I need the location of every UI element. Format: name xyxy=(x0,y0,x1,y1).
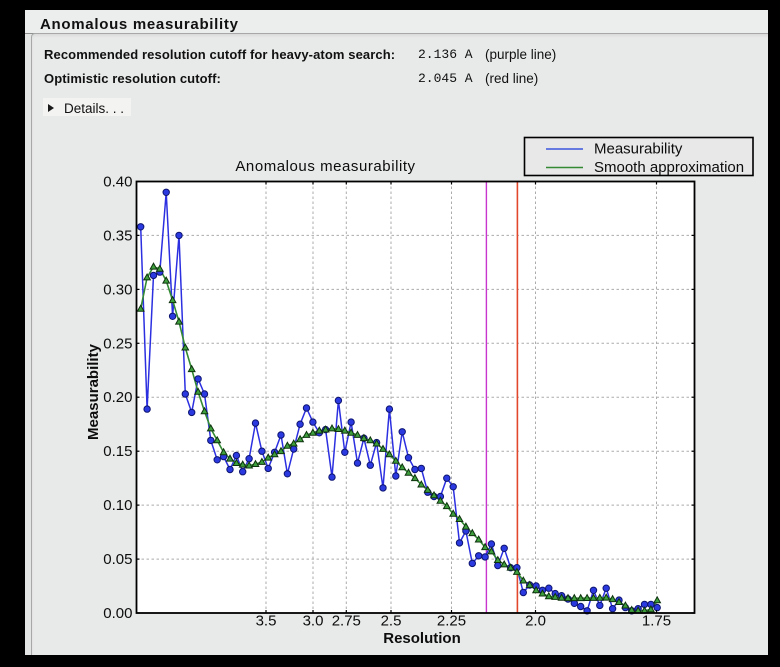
svg-text:3.0: 3.0 xyxy=(303,613,324,630)
svg-text:0.00: 0.00 xyxy=(103,605,132,622)
svg-text:0.30: 0.30 xyxy=(103,281,132,298)
svg-text:2.5: 2.5 xyxy=(381,613,402,630)
svg-text:Smooth approximation: Smooth approximation xyxy=(594,159,744,176)
svg-text:0.10: 0.10 xyxy=(103,497,132,514)
svg-text:2.0: 2.0 xyxy=(525,613,546,630)
svg-text:2.75: 2.75 xyxy=(332,613,361,630)
svg-text:1.75: 1.75 xyxy=(642,613,671,630)
svg-text:0.20: 0.20 xyxy=(103,389,132,406)
svg-text:0.15: 0.15 xyxy=(103,443,132,460)
svg-text:Measurability: Measurability xyxy=(85,343,102,440)
svg-text:0.35: 0.35 xyxy=(103,227,132,244)
svg-text:Anomalous measurability: Anomalous measurability xyxy=(235,158,415,175)
svg-text:3.5: 3.5 xyxy=(256,613,277,630)
svg-text:Measurability: Measurability xyxy=(594,141,683,158)
svg-text:0.25: 0.25 xyxy=(103,335,132,352)
svg-text:2.25: 2.25 xyxy=(437,613,466,630)
svg-text:0.05: 0.05 xyxy=(103,551,132,568)
svg-text:0.40: 0.40 xyxy=(103,174,132,191)
svg-text:Resolution: Resolution xyxy=(383,630,461,647)
